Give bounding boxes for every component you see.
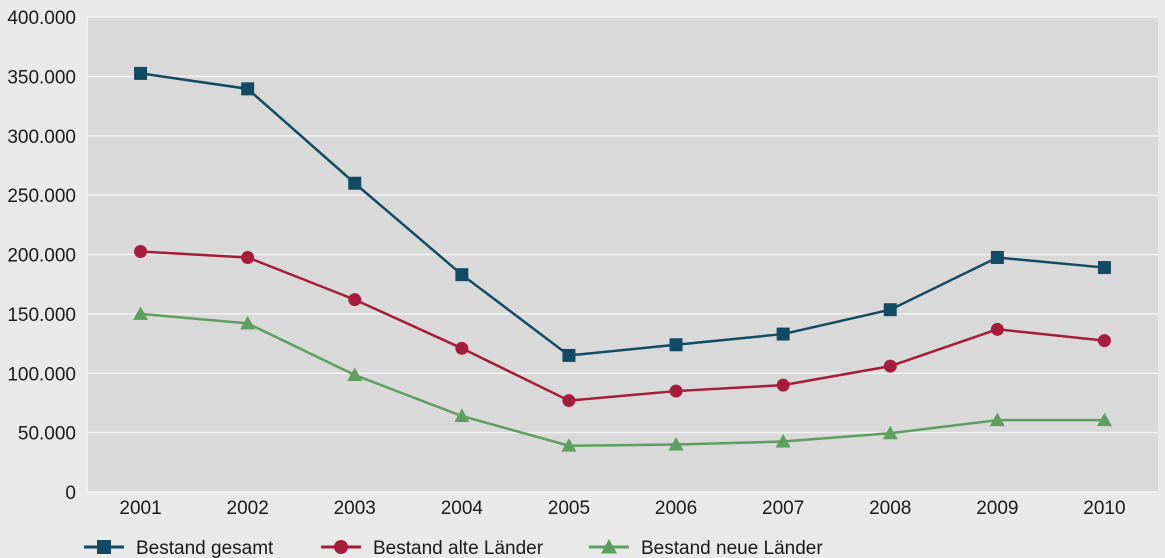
data-point	[990, 322, 1004, 336]
data-point	[1096, 412, 1112, 427]
legend-label: Bestand gesamt	[136, 538, 274, 558]
legend-item: Bestand gesamt	[84, 538, 274, 558]
data-point	[1097, 261, 1111, 275]
y-tick-label: 250.000	[7, 186, 76, 207]
series-line	[140, 250, 1105, 402]
series-1	[134, 66, 1111, 362]
legend: Bestand gesamt Bestand alte Länder Bestand…	[84, 538, 823, 558]
data-point	[668, 437, 684, 451]
x-tick-label: 2006	[655, 498, 697, 519]
data-point	[347, 367, 363, 382]
data-point	[562, 394, 576, 408]
data-point	[561, 438, 577, 452]
legend-item: Bestand neue Länder	[589, 538, 823, 558]
y-tick-label: 350.000	[7, 67, 76, 88]
data-point	[669, 338, 683, 352]
data-point	[776, 378, 790, 392]
data-point	[989, 412, 1005, 427]
data-point	[669, 384, 683, 398]
legend-label: Bestand neue Länder	[641, 538, 823, 558]
y-tick-label: 200.000	[7, 246, 76, 267]
data-point	[455, 341, 469, 355]
data-point	[241, 82, 255, 96]
data-point	[775, 434, 791, 448]
data-point	[240, 315, 256, 330]
data-point	[134, 245, 148, 259]
data-point	[133, 306, 149, 320]
x-tick-label: 2009	[976, 498, 1018, 519]
x-tick-label: 2007	[762, 498, 804, 519]
data-point	[990, 250, 1004, 264]
gridlines	[87, 16, 1158, 434]
y-tick-label: 50.000	[18, 424, 76, 445]
series-lines	[133, 66, 1112, 452]
data-point	[883, 303, 897, 317]
series-line	[140, 312, 1105, 447]
x-tick-label: 2008	[869, 498, 911, 519]
y-axis: 0 50.000 100.000 150.000 200.000 250.000 300.0…	[7, 8, 88, 504]
data-point	[883, 359, 897, 373]
data-point	[348, 176, 362, 190]
data-point	[241, 250, 255, 264]
x-axis: 2001 2002 2003 2004 2005 2006 2007 2008 2009 2010	[87, 491, 1158, 519]
series-line	[140, 72, 1105, 357]
x-tick-label: 2010	[1083, 498, 1125, 519]
series-3	[133, 306, 1112, 452]
data-point	[562, 348, 576, 362]
legend-label: Bestand alte Länder	[373, 538, 544, 558]
y-tick-label: 150.000	[7, 305, 76, 326]
legend-item: Bestand alte Länder	[321, 538, 544, 558]
data-point	[348, 293, 362, 307]
legend-marker	[601, 538, 617, 554]
legend-marker	[97, 540, 111, 554]
x-tick-label: 2002	[227, 498, 269, 519]
data-point	[455, 268, 469, 282]
data-point	[454, 408, 470, 422]
y-tick-label: 400.000	[7, 8, 76, 29]
x-tick-label: 2003	[334, 498, 376, 519]
y-tick-label: 100.000	[7, 364, 76, 385]
x-tick-label: 2001	[119, 498, 161, 519]
data-point	[776, 327, 790, 341]
data-point	[882, 425, 898, 440]
series-2	[134, 245, 1111, 408]
y-tick-label: 0	[65, 483, 76, 504]
legend-marker	[334, 540, 348, 554]
y-tick-label: 300.000	[7, 127, 76, 148]
data-point	[134, 66, 148, 80]
data-point	[1097, 334, 1111, 348]
x-tick-label: 2004	[441, 498, 484, 519]
x-tick-label: 2005	[548, 498, 590, 519]
